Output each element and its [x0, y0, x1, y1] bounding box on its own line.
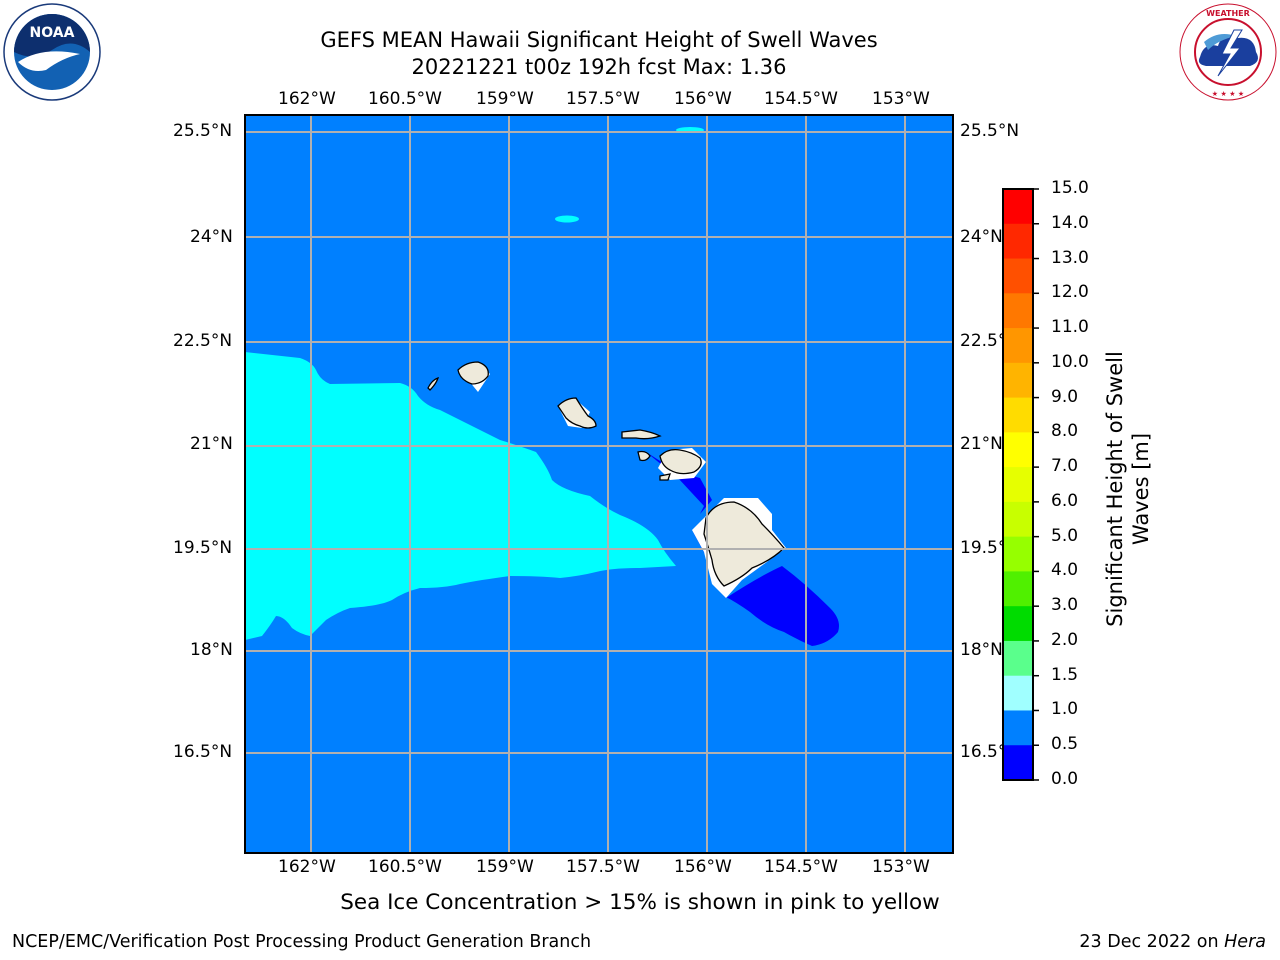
colorbar-band	[1003, 397, 1033, 433]
footer-date-text: 23 Dec 2022 on	[1079, 932, 1225, 952]
colorbar-tick-label: 6.0	[1051, 490, 1079, 511]
island-maui	[659, 448, 702, 475]
colorbar-band	[1003, 223, 1033, 260]
swell-region-0-0.5m	[646, 452, 839, 646]
hawaiian-islands	[427, 361, 785, 587]
lat-label-left: 18°N	[190, 640, 233, 660]
colorbar-tick-label: 1.5	[1051, 664, 1079, 685]
lon-label-bottom: 159°W	[476, 857, 534, 877]
colorbar-band	[1003, 362, 1033, 399]
lat-label-right: 18°N	[960, 640, 1002, 660]
colorbar-tick-label: 10.0	[1051, 351, 1089, 372]
lon-label-top: 160.5°W	[368, 89, 442, 109]
map-frame	[244, 114, 954, 854]
noaa-logo: NOAA	[3, 3, 101, 101]
colorbar-tick-label: 9.0	[1051, 386, 1079, 407]
lon-label-top: 156°W	[674, 89, 732, 109]
island-niihau	[427, 376, 440, 391]
map-area	[244, 114, 954, 854]
map-subtitle: 20221221 t00z 192h fcst Max: 1.36	[411, 55, 787, 79]
lon-label-bottom: 154.5°W	[764, 857, 838, 877]
island-oahu	[557, 397, 597, 429]
colorbar-title: Significant Height of Swell Waves [m]	[1103, 351, 1153, 627]
footer-date: 23 Dec 2022 on Hera	[1079, 932, 1266, 952]
colorbar-band	[1003, 501, 1033, 538]
footer-branch: NCEP/EMC/Verification Post Processing Pr…	[12, 932, 592, 952]
colorbar-tick-label: 0.5	[1051, 734, 1079, 755]
lat-label-left: 22.5°N	[173, 331, 233, 351]
colorbar-tick-label: 2.0	[1051, 629, 1079, 650]
graticule	[245, 115, 953, 853]
colorbar-band	[1003, 328, 1033, 364]
lat-label-right: 16.5°N	[960, 742, 1002, 762]
lon-label-bottom: 157.5°W	[566, 857, 640, 877]
colorbar-tick-label: 12.0	[1051, 282, 1089, 303]
colorbar-frame	[1002, 188, 1034, 781]
colorbar-band	[1003, 293, 1033, 329]
swell-region-1-1.5m	[245, 352, 676, 640]
colorbar-band	[1003, 258, 1033, 294]
lon-label-bottom: 156°W	[674, 857, 732, 877]
colorbar-tick-label: 3.0	[1051, 595, 1079, 616]
lat-label-left: 24°N	[190, 227, 233, 247]
colorbar-band	[1003, 710, 1033, 746]
island-molokai	[621, 429, 662, 440]
svg-text:★ ★ ★ ★: ★ ★ ★ ★	[1212, 90, 1244, 98]
lat-label-left: 16.5°N	[173, 742, 233, 762]
colorbar-tick-label: 11.0	[1051, 317, 1089, 338]
colorbar-band	[1003, 745, 1033, 781]
lat-label-left: 19.5°N	[173, 538, 233, 558]
colorbar-band	[1003, 571, 1033, 607]
colorbar-tick-label: 0.0	[1051, 769, 1079, 789]
colorbar-band	[1003, 536, 1033, 572]
lon-label-top: 157.5°W	[566, 89, 640, 109]
map-title: GEFS MEAN Hawaii Significant Height of S…	[320, 28, 878, 52]
colorbar-band	[1003, 606, 1033, 642]
lon-label-top: 153°W	[872, 89, 930, 109]
colorbar-band	[1003, 640, 1033, 677]
colorbar-tick-label: 14.0	[1051, 212, 1089, 233]
colorbar-tick-label: 7.0	[1051, 456, 1079, 477]
lon-label-top: 154.5°W	[764, 89, 838, 109]
colorbar-band	[1003, 467, 1033, 503]
colorbar-tick-label: 4.0	[1051, 560, 1079, 581]
colorbar-tick-label: 13.0	[1051, 247, 1089, 268]
island-hawaii	[703, 501, 785, 587]
colorbar-tick-label: 1.0	[1051, 699, 1079, 720]
lon-label-bottom: 153°W	[872, 857, 930, 877]
island-kahoolawe	[659, 473, 671, 481]
sea-ice-caption: Sea Ice Concentration > 15% is shown in …	[340, 890, 940, 915]
colorbar-band	[1003, 675, 1033, 711]
lat-label-left: 25.5°N	[173, 121, 233, 141]
lon-label-top: 162°W	[278, 89, 336, 109]
colorbar-tick-label: 15.0	[1051, 178, 1089, 198]
footer-machine: Hera	[1224, 932, 1266, 952]
lat-label-right: 24°N	[960, 227, 1002, 247]
lat-label-right: 22.5°N	[960, 331, 1002, 351]
svg-text:NOAA: NOAA	[30, 25, 75, 41]
swell-patch-north	[555, 215, 579, 223]
colorbar-tick-label: 5.0	[1051, 525, 1079, 546]
lon-label-bottom: 160.5°W	[368, 857, 442, 877]
lat-label-left: 21°N	[190, 434, 233, 454]
lon-label-top: 159°W	[476, 89, 534, 109]
lat-label-right: 19.5°N	[960, 538, 1002, 558]
svg-text:WEATHER: WEATHER	[1206, 9, 1250, 18]
colorbar-band	[1003, 189, 1033, 225]
lat-label-right: 21°N	[960, 434, 1002, 454]
colorbar-band	[1003, 432, 1033, 468]
lon-label-bottom: 162°W	[278, 857, 336, 877]
island-kauai	[457, 361, 489, 385]
nws-logo: WEATHER ★ ★ ★ ★	[1179, 3, 1277, 101]
lat-label-right: 25.5°N	[960, 121, 1020, 141]
colorbar-tick-label: 8.0	[1051, 421, 1079, 442]
colorbar	[1002, 188, 1039, 781]
island-lanai	[637, 450, 651, 462]
